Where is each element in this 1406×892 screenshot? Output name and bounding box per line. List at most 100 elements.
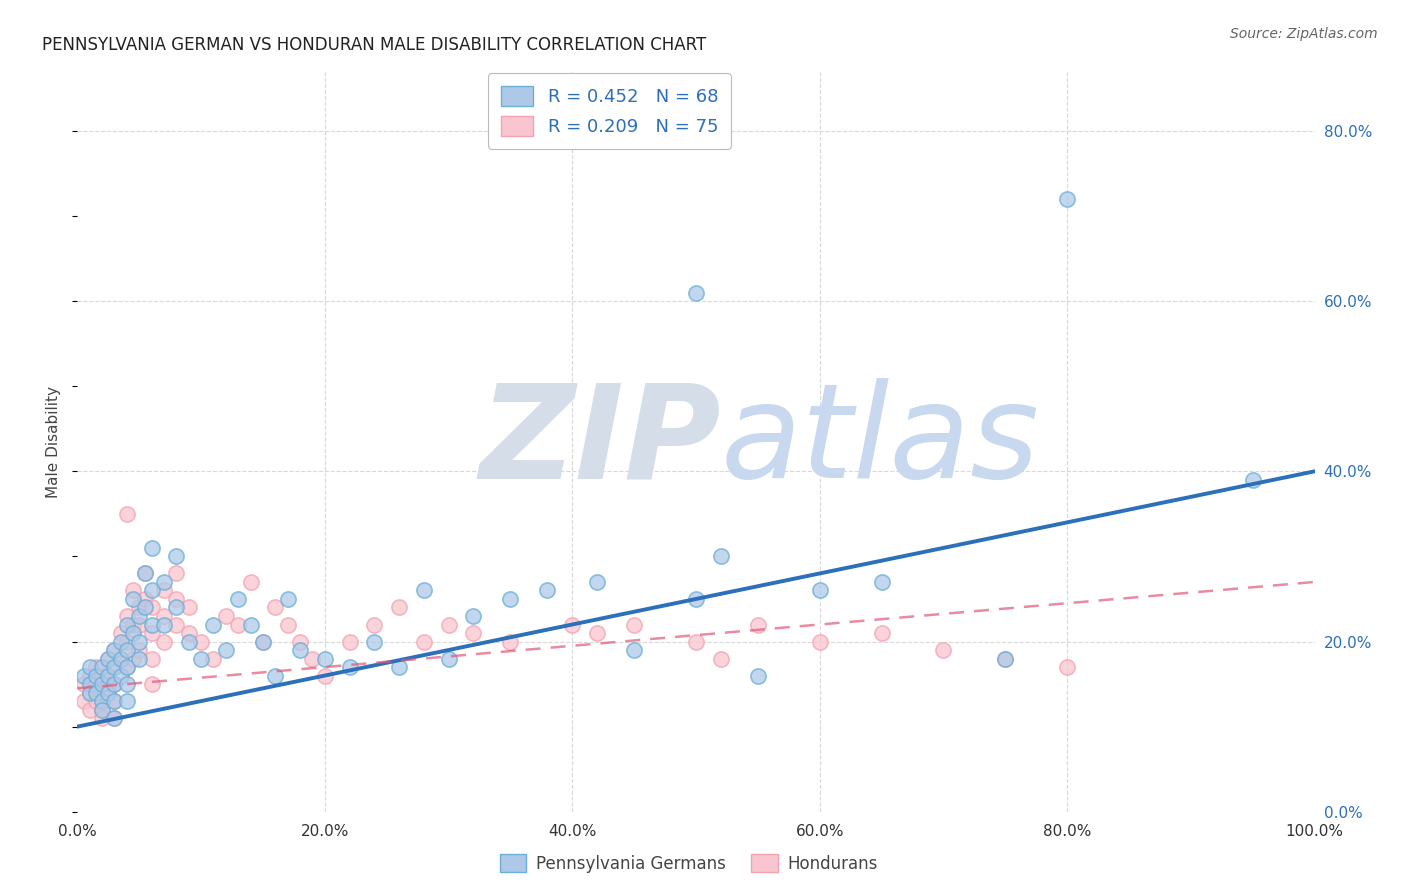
Point <box>177 600 200 615</box>
Point <box>128 617 150 632</box>
Point <box>710 549 733 564</box>
Point <box>97 677 120 691</box>
Point <box>122 583 145 598</box>
Point <box>79 660 101 674</box>
Point <box>97 668 120 682</box>
Point <box>314 651 336 665</box>
Point <box>91 711 114 725</box>
Point <box>84 660 107 674</box>
Point <box>437 651 460 665</box>
Point <box>122 651 145 665</box>
Point <box>103 643 125 657</box>
Point <box>128 643 150 657</box>
Point <box>72 677 94 691</box>
Point <box>288 643 311 657</box>
Point <box>314 668 336 682</box>
Point <box>153 617 176 632</box>
Point <box>153 609 176 624</box>
Point <box>115 694 138 708</box>
Point <box>141 541 163 555</box>
Point <box>215 643 238 657</box>
Point <box>226 591 249 606</box>
Point <box>388 660 411 674</box>
Point <box>91 677 114 691</box>
Point <box>110 668 132 682</box>
Point <box>808 583 831 598</box>
Point <box>115 507 138 521</box>
Point <box>153 634 176 648</box>
Point <box>685 285 707 300</box>
Point <box>870 626 893 640</box>
Point <box>499 591 522 606</box>
Point <box>79 677 101 691</box>
Point <box>115 609 138 624</box>
Point <box>103 677 125 691</box>
Point <box>463 609 485 624</box>
Point <box>115 660 138 674</box>
Legend: R = 0.452   N = 68, R = 0.209   N = 75: R = 0.452 N = 68, R = 0.209 N = 75 <box>488 73 731 149</box>
Point <box>122 617 145 632</box>
Point <box>91 694 114 708</box>
Point <box>165 591 187 606</box>
Point <box>97 651 120 665</box>
Point <box>363 634 385 648</box>
Point <box>115 660 138 674</box>
Point <box>103 711 125 725</box>
Point <box>339 660 361 674</box>
Point <box>97 651 120 665</box>
Point <box>177 634 200 648</box>
Point <box>115 643 138 657</box>
Point <box>141 677 163 691</box>
Point <box>1241 473 1264 487</box>
Point <box>134 600 156 615</box>
Text: Source: ZipAtlas.com: Source: ZipAtlas.com <box>1230 27 1378 41</box>
Point <box>264 668 287 682</box>
Point <box>747 617 769 632</box>
Point <box>110 626 132 640</box>
Point <box>165 566 187 581</box>
Point <box>141 583 163 598</box>
Point <box>91 703 114 717</box>
Point <box>103 660 125 674</box>
Point <box>870 574 893 589</box>
Point <box>103 643 125 657</box>
Point <box>103 677 125 691</box>
Point <box>153 574 176 589</box>
Point <box>277 617 299 632</box>
Point <box>994 651 1017 665</box>
Point <box>84 685 107 699</box>
Point <box>72 668 94 682</box>
Point <box>153 583 176 598</box>
Point <box>134 566 156 581</box>
Point <box>288 634 311 648</box>
Point <box>141 626 163 640</box>
Point <box>79 703 101 717</box>
Point <box>122 626 145 640</box>
Point <box>277 591 299 606</box>
Point <box>103 694 125 708</box>
Point <box>226 617 249 632</box>
Point <box>72 694 94 708</box>
Point <box>115 617 138 632</box>
Point <box>103 711 125 725</box>
Point <box>747 668 769 682</box>
Point <box>79 685 101 699</box>
Point <box>110 651 132 665</box>
Point <box>91 703 114 717</box>
Point <box>134 591 156 606</box>
Point <box>128 609 150 624</box>
Point <box>141 651 163 665</box>
Y-axis label: Male Disability: Male Disability <box>46 385 62 498</box>
Point <box>561 617 583 632</box>
Point <box>623 643 645 657</box>
Point <box>1056 192 1078 206</box>
Point <box>239 574 262 589</box>
Point <box>122 591 145 606</box>
Point <box>215 609 238 624</box>
Point <box>84 668 107 682</box>
Text: PENNSYLVANIA GERMAN VS HONDURAN MALE DISABILITY CORRELATION CHART: PENNSYLVANIA GERMAN VS HONDURAN MALE DIS… <box>42 36 706 54</box>
Point <box>685 634 707 648</box>
Point <box>165 600 187 615</box>
Point <box>91 660 114 674</box>
Point <box>499 634 522 648</box>
